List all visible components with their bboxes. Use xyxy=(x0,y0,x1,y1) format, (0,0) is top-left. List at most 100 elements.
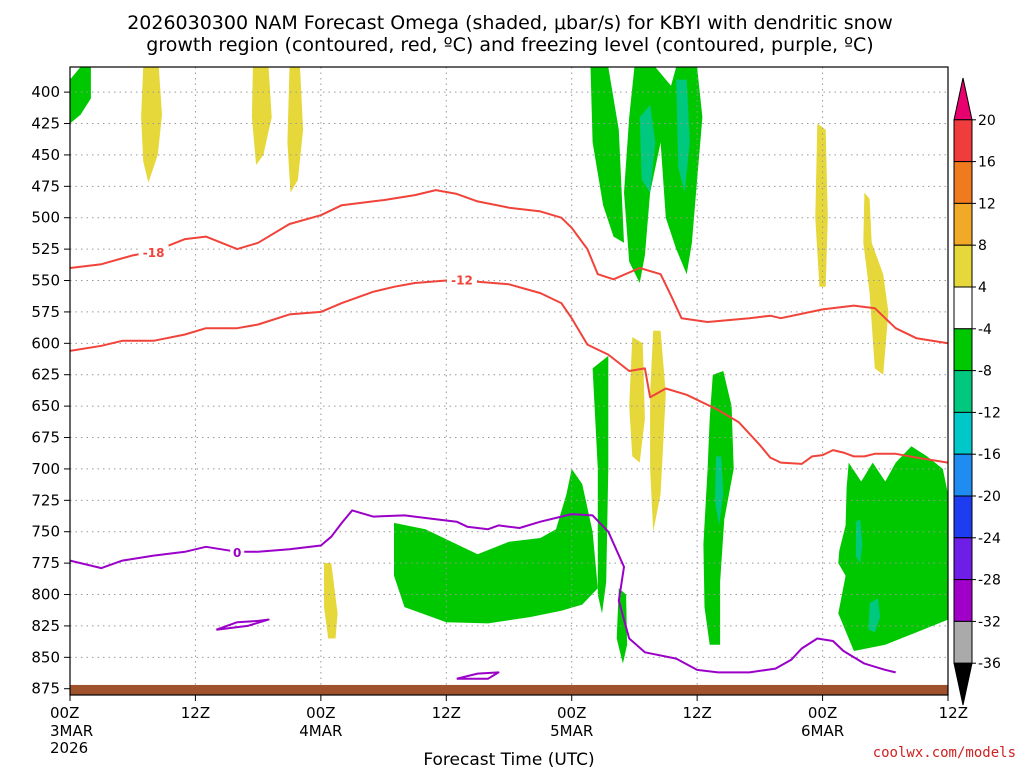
colorbar-label-9: -20 xyxy=(978,489,1001,505)
dgz-contour-1 xyxy=(70,279,948,465)
omega-region-3 xyxy=(287,67,304,193)
y-tick-label-650: 650 xyxy=(31,397,60,415)
omega-region-9 xyxy=(624,67,703,283)
omega-region-1 xyxy=(141,67,162,183)
colorbar-label-4: 4 xyxy=(978,280,987,296)
colorbar-label-10: -24 xyxy=(978,531,1001,547)
omega-region-18 xyxy=(838,446,948,651)
freezing-contour-3 xyxy=(215,618,270,631)
terrain-ground xyxy=(70,684,948,695)
y-tick-label-800: 800 xyxy=(31,586,60,604)
plot-area: -18 -12 0 xyxy=(70,67,948,695)
dgz-contour-label-1: -12 xyxy=(451,274,473,288)
omega-region-17 xyxy=(863,192,889,375)
chart-title-line-1: 2026030300 NAM Forecast Omega (shaded, μ… xyxy=(127,12,893,34)
y-tick-label-450: 450 xyxy=(31,146,60,164)
dgz-contour-label-bg-1 xyxy=(446,272,477,287)
omega-region-11 xyxy=(676,79,690,193)
colorbar-swatch-13 xyxy=(953,620,973,664)
chart-title-line-2: growth region (contoured, red, ºC) and f… xyxy=(146,34,873,56)
x-tick-label-7: 12Z xyxy=(939,704,968,722)
colorbar-label-11: -28 xyxy=(978,573,1001,589)
y-tick-label-625: 625 xyxy=(31,366,60,384)
colorbar-swatch-2 xyxy=(953,161,973,204)
colorbar-swatch-6 xyxy=(953,328,973,372)
y-tick-label-700: 700 xyxy=(31,460,60,478)
freezing-contour-2 xyxy=(70,509,896,674)
x-tick-date-4: 5MAR xyxy=(550,722,593,740)
x-tick-label-4: 00Z xyxy=(557,704,586,722)
omega-region-4 xyxy=(324,563,338,639)
colorbar-swatch-0 xyxy=(953,77,973,121)
omega-region-7 xyxy=(616,588,628,664)
y-tick-label-875: 875 xyxy=(31,680,60,698)
colorbar-swatch-8 xyxy=(953,411,973,455)
x-tick-label-1: 12Z xyxy=(181,704,210,722)
colorbar-label-12: -32 xyxy=(978,614,1001,630)
omega-region-0 xyxy=(70,67,91,124)
y-tick-label-775: 775 xyxy=(31,554,60,572)
pressure-axis: 400 425 450 475 500 525 550 575 600 625 650 675 700 7… xyxy=(31,83,70,698)
colorbar-swatch-10 xyxy=(953,495,973,539)
y-tick-label-425: 425 xyxy=(31,115,60,133)
y-tick-label-825: 825 xyxy=(31,617,60,635)
colorbar-label-1: 16 xyxy=(978,155,996,171)
omega-shading-layer xyxy=(70,67,948,664)
y-tick-label-550: 550 xyxy=(31,272,60,290)
freezing-contour-label-bg-2 xyxy=(230,545,245,560)
dgz-contour-label-bg-0 xyxy=(138,244,169,259)
credit-text: coolwx.com/models xyxy=(873,745,1016,761)
colorbar-swatch-12 xyxy=(953,579,973,622)
omega-region-10 xyxy=(639,104,656,193)
plot-frame xyxy=(69,66,949,696)
colorbar-label-8: -16 xyxy=(978,447,1001,463)
omega-region-2 xyxy=(251,67,272,165)
omega-region-15 xyxy=(650,330,666,532)
x-tick-label-0: 00Z xyxy=(50,704,79,722)
omega-region-5 xyxy=(394,468,598,624)
y-tick-label-500: 500 xyxy=(31,209,60,227)
omega-region-19 xyxy=(856,519,863,564)
x-tick-label-6: 00Z xyxy=(808,704,837,722)
colorbar-label-7: -12 xyxy=(978,405,1001,421)
x-tick-date-0: 3MAR xyxy=(50,722,93,740)
freezing-contour-label-2: 0 xyxy=(233,546,241,560)
y-tick-label-750: 750 xyxy=(31,523,60,541)
colorbar-swatch-5 xyxy=(953,286,973,330)
x-tick-label-3: 12Z xyxy=(432,704,461,722)
omega-region-16 xyxy=(815,123,828,287)
colorbar-label-6: -8 xyxy=(978,364,992,380)
colorbar-label-2: 12 xyxy=(978,196,996,212)
colorbar-swatch-9 xyxy=(953,453,973,497)
colorbar-swatch-4 xyxy=(953,244,973,288)
y-tick-label-850: 850 xyxy=(31,648,60,666)
y-tick-label-400: 400 xyxy=(31,83,60,101)
x-tick-label-5: 12Z xyxy=(682,704,711,722)
y-tick-label-575: 575 xyxy=(31,303,60,321)
y-tick-label-525: 525 xyxy=(31,240,60,258)
colorbar: 20 16 12 8 4 -4 -8 -12 -16 -20 -24 -28 -32 -36 xyxy=(953,77,1001,706)
colorbar-label-0: 20 xyxy=(978,113,996,129)
omega-region-14 xyxy=(629,337,645,463)
omega-region-20 xyxy=(868,598,881,633)
colorbar-swatch-1 xyxy=(953,119,973,163)
dgz-contour-label-0: -18 xyxy=(143,246,165,260)
colorbar-label-3: 8 xyxy=(978,238,987,254)
x-tick-year-0: 2026 xyxy=(50,739,88,757)
colorbar-label-5: -4 xyxy=(978,322,992,338)
contour-layer: -18 -12 0 xyxy=(70,189,948,680)
omega-region-13 xyxy=(714,456,724,526)
y-tick-label-600: 600 xyxy=(31,334,60,352)
omega-region-8 xyxy=(590,67,624,243)
y-tick-label-675: 675 xyxy=(31,429,60,447)
x-tick-label-2: 00Z xyxy=(306,704,335,722)
colorbar-swatch-7 xyxy=(953,370,973,413)
dgz-contour-0 xyxy=(70,189,948,345)
x-axis-label: Forecast Time (UTC) xyxy=(423,750,594,768)
freezing-contour-4 xyxy=(456,671,500,680)
x-tick-date-6: 6MAR xyxy=(801,722,844,740)
colorbar-label-13: -36 xyxy=(978,656,1001,672)
colorbar-swatch-14 xyxy=(953,662,973,706)
